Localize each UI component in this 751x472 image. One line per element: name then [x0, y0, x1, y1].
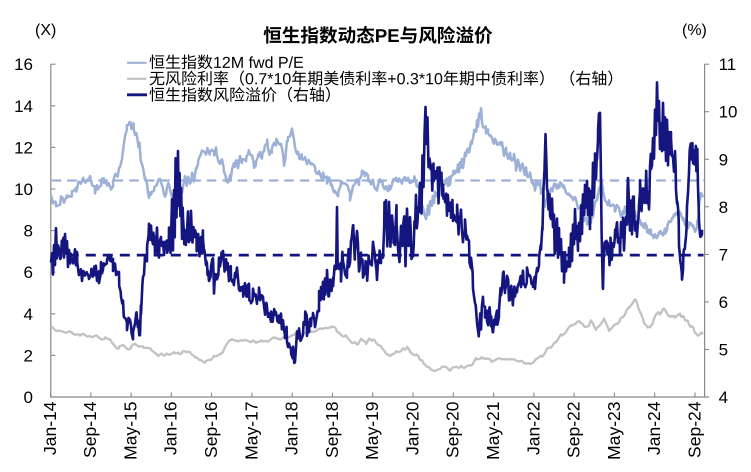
svg-text:5: 5 [719, 341, 728, 360]
svg-text:May-21: May-21 [483, 402, 503, 460]
svg-text:10: 10 [719, 103, 738, 122]
svg-text:16: 16 [14, 55, 33, 74]
svg-text:14: 14 [14, 97, 33, 116]
svg-text:May-17: May-17 [241, 402, 261, 460]
svg-text:0: 0 [24, 388, 33, 407]
svg-text:Jan-22: Jan-22 [523, 402, 543, 456]
svg-text:Sep-20: Sep-20 [443, 401, 463, 458]
svg-text:May-15: May-15 [121, 402, 141, 460]
svg-text:Sep-22: Sep-22 [564, 402, 584, 458]
svg-text:8: 8 [24, 222, 33, 241]
svg-text:Sep-18: Sep-18 [322, 402, 342, 458]
svg-text:6: 6 [24, 263, 33, 282]
svg-text:May-23: May-23 [604, 402, 624, 460]
svg-text:2: 2 [24, 346, 33, 365]
svg-text:4: 4 [719, 388, 728, 407]
svg-text:(X): (X) [35, 22, 56, 39]
svg-text:Jan-16: Jan-16 [161, 402, 181, 456]
svg-text:10: 10 [14, 180, 33, 199]
svg-text:May-19: May-19 [362, 402, 382, 460]
svg-text:Jan-20: Jan-20 [402, 401, 422, 455]
svg-text:Sep-24: Sep-24 [684, 401, 704, 458]
svg-text:8: 8 [719, 198, 728, 217]
svg-text:Jan-18: Jan-18 [282, 402, 302, 456]
svg-text:Sep-14: Sep-14 [80, 401, 100, 458]
svg-text:Jan-24: Jan-24 [644, 401, 664, 455]
svg-text:Sep-16: Sep-16 [201, 402, 221, 458]
svg-text:Jan-14: Jan-14 [40, 401, 60, 455]
svg-text:6: 6 [719, 293, 728, 312]
svg-text:4: 4 [24, 305, 33, 324]
svg-text:11: 11 [719, 55, 737, 74]
svg-text:9: 9 [719, 150, 728, 169]
svg-text:(%): (%) [682, 22, 707, 39]
svg-text:7: 7 [719, 245, 728, 264]
svg-text:12: 12 [14, 138, 33, 157]
